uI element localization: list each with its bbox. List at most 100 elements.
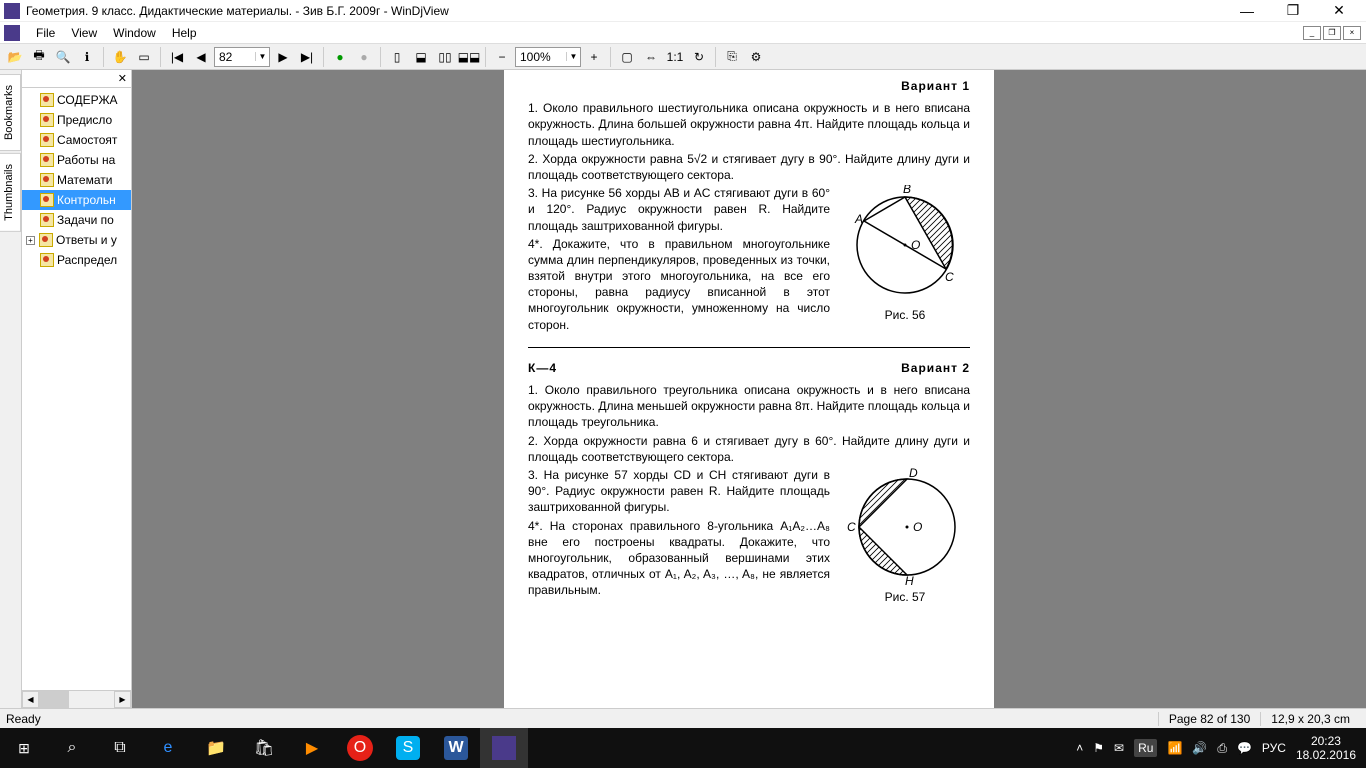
bookmark-icon	[40, 113, 54, 127]
search-button[interactable]: ⌕	[48, 728, 96, 768]
mdi-close[interactable]: ×	[1343, 26, 1361, 40]
document-viewport[interactable]: К—4Вариант 1 1. Около правильного шестиу…	[132, 70, 1366, 708]
doc-icon	[4, 25, 20, 41]
layout-contfacing-icon[interactable]: ⬓⬓	[458, 46, 480, 68]
svg-text:B: B	[903, 185, 911, 196]
taskbar-app[interactable]: 📁	[192, 728, 240, 768]
mdi-restore[interactable]: ❐	[1323, 26, 1341, 40]
taskbar-app-active[interactable]	[480, 728, 528, 768]
tree-item[interactable]: СОДЕРЖА	[22, 90, 131, 110]
tree-item[interactable]: Работы на	[22, 150, 131, 170]
tray-lang-icon[interactable]: Ru	[1134, 739, 1157, 757]
tray-notifications-icon[interactable]: 💬	[1237, 741, 1252, 755]
export-icon[interactable]: ⎘	[721, 46, 743, 68]
tray-icon[interactable]: ⎙	[1217, 741, 1227, 756]
zoom-dropdown-icon[interactable]: ▼	[566, 52, 580, 61]
close-button[interactable]: ✕	[1316, 0, 1362, 22]
prev-page-icon[interactable]: ◀	[190, 46, 212, 68]
tree-item[interactable]: Предисло	[22, 110, 131, 130]
info-icon[interactable]: ℹ	[76, 46, 98, 68]
zoom-out-icon[interactable]: −	[491, 46, 513, 68]
taskbar-app[interactable]: W	[432, 728, 480, 768]
scroll-track[interactable]	[39, 691, 114, 708]
tree-label: Задачи по	[57, 213, 114, 227]
problem-text: 1. Около правильного треугольника описан…	[528, 382, 970, 431]
first-page-icon[interactable]: |◀	[166, 46, 188, 68]
taskbar-app[interactable]: 🛍	[240, 728, 288, 768]
minimize-button[interactable]: —	[1224, 0, 1270, 22]
tray-clock[interactable]: 20:23 18.02.2016	[1296, 734, 1356, 763]
tray-chevron-icon[interactable]: ˄	[1076, 741, 1083, 755]
tray-lang[interactable]: РУС	[1262, 741, 1286, 755]
hand-icon[interactable]: ✋	[109, 46, 131, 68]
zoom-input[interactable]	[516, 50, 566, 64]
tray-volume-icon[interactable]: 🔊	[1192, 741, 1207, 755]
page-input[interactable]	[215, 50, 255, 64]
tree-item[interactable]: Задачи по	[22, 210, 131, 230]
tab-bookmarks[interactable]: Bookmarks	[0, 74, 21, 151]
tree-label: Работы на	[57, 153, 115, 167]
taskview-button[interactable]: ⧉	[96, 728, 144, 768]
fit-page-icon[interactable]: ▢	[616, 46, 638, 68]
taskbar-app[interactable]: e	[144, 728, 192, 768]
rotate-icon[interactable]: ↻	[688, 46, 710, 68]
settings-icon[interactable]: ⚙	[745, 46, 767, 68]
menu-file[interactable]: File	[28, 26, 63, 40]
last-page-icon[interactable]: ▶|	[296, 46, 318, 68]
layout-single-icon[interactable]: ▯	[386, 46, 408, 68]
tree-item[interactable]: +Ответы и у	[22, 230, 131, 250]
bookmark-icon	[40, 213, 54, 227]
zoom-in-icon[interactable]: +	[583, 46, 605, 68]
mdi-minimize[interactable]: _	[1303, 26, 1321, 40]
layout-facing-icon[interactable]: ▯▯	[434, 46, 456, 68]
svg-text:O: O	[911, 238, 920, 252]
tree-item[interactable]: Самостоят	[22, 130, 131, 150]
window-buttons: — ❐ ✕	[1224, 0, 1362, 22]
svg-text:C: C	[945, 270, 954, 284]
tray-icon[interactable]: ⚑	[1093, 741, 1104, 755]
find-icon[interactable]: 🔍	[52, 46, 74, 68]
panel-close-icon[interactable]: ✕	[118, 72, 127, 85]
figure-57: C D H O Рис. 57	[840, 467, 970, 605]
select-icon[interactable]: ▭	[133, 46, 155, 68]
menu-help[interactable]: Help	[164, 26, 205, 40]
tray-icon[interactable]: ✉	[1114, 741, 1124, 755]
tree-label: Самостоят	[57, 133, 117, 147]
status-page: Page 82 of 130	[1158, 712, 1260, 726]
actual-size-icon[interactable]: 1:1	[664, 46, 686, 68]
scroll-thumb[interactable]	[39, 691, 69, 708]
start-button[interactable]: ⊞	[0, 728, 48, 768]
variant-label: Вариант 1	[901, 78, 970, 94]
open-icon[interactable]: 📂	[4, 46, 26, 68]
tree-label: СОДЕРЖА	[57, 93, 118, 107]
tree-label: Контрольн	[57, 193, 116, 207]
figure-caption: Рис. 57	[840, 589, 970, 605]
scroll-left-icon[interactable]: ◀	[22, 691, 39, 708]
expand-icon[interactable]: +	[26, 236, 35, 245]
fit-width-icon[interactable]: ⇔	[640, 46, 662, 68]
print-icon[interactable]: 🖶	[28, 46, 50, 68]
maximize-button[interactable]: ❐	[1270, 0, 1316, 22]
tray-network-icon[interactable]: 📶	[1167, 741, 1182, 755]
menu-view[interactable]: View	[63, 26, 105, 40]
bookmarks-panel: ✕ СОДЕРЖА Предисло Самостоят Работы на М…	[22, 70, 132, 708]
tab-thumbnails[interactable]: Thumbnails	[0, 153, 21, 232]
layout-cont-icon[interactable]: ⬓	[410, 46, 432, 68]
svg-text:A: A	[854, 212, 863, 226]
menu-window[interactable]: Window	[105, 26, 164, 40]
taskbar-app[interactable]: O	[336, 728, 384, 768]
panel-hscroll[interactable]: ◀ ▶	[22, 690, 131, 708]
taskbar-app[interactable]: ▶	[288, 728, 336, 768]
page-dropdown-icon[interactable]: ▼	[255, 52, 269, 61]
tree-item[interactable]: Распредел	[22, 250, 131, 270]
next-page-icon[interactable]: ▶	[272, 46, 294, 68]
tree-item[interactable]: Контрольн	[22, 190, 131, 210]
taskbar-app[interactable]: S	[384, 728, 432, 768]
problem-text: 1. Около правильного шестиугольника опис…	[528, 100, 970, 149]
svg-text:H: H	[905, 574, 914, 587]
tree-item[interactable]: Математи	[22, 170, 131, 190]
nav-back-icon[interactable]: ●	[329, 46, 351, 68]
nav-fwd-icon[interactable]: ●	[353, 46, 375, 68]
scroll-right-icon[interactable]: ▶	[114, 691, 131, 708]
status-size: 12,9 x 20,3 cm	[1260, 712, 1360, 726]
